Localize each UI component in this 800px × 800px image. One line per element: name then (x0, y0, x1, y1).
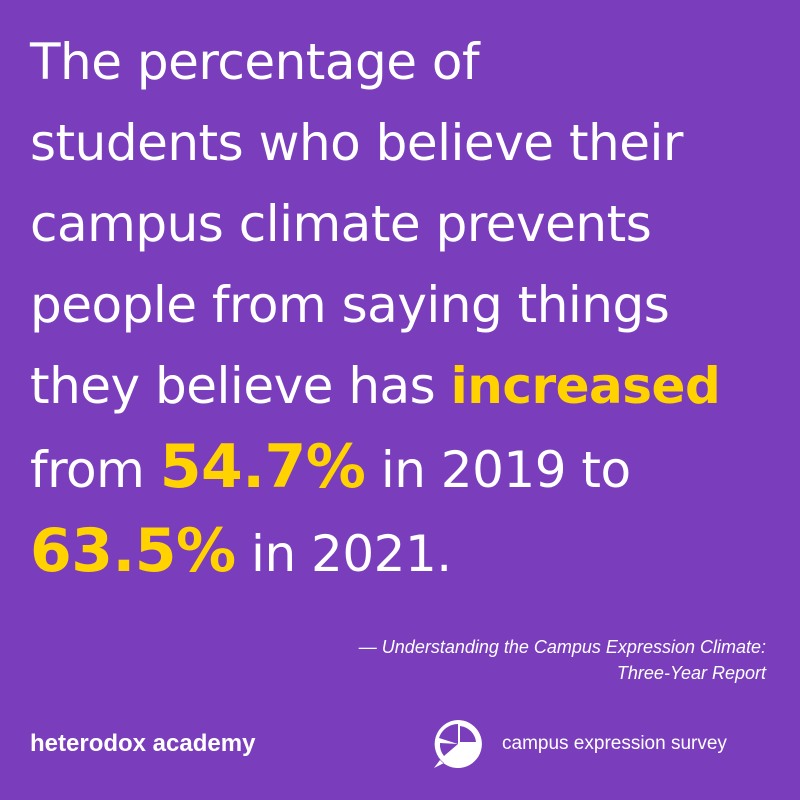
statement-line: students who believe their (30, 103, 790, 184)
statement: The percentage of students who believe th… (30, 22, 790, 595)
statement-line: The percentage of (30, 22, 790, 103)
survey-icon (434, 720, 482, 768)
statement-line: they believe has increased (30, 346, 790, 427)
highlight-text: increased (450, 357, 721, 415)
statement-line: 63.5% in 2021. (30, 511, 790, 595)
citation-line: — Understanding the Campus Expression Cl… (358, 637, 766, 657)
statement-line: from 54.7% in 2019 to (30, 427, 790, 511)
citation: — Understanding the Campus Expression Cl… (359, 634, 766, 686)
statement-line: people from saying things (30, 265, 790, 346)
statement-text: they believe has (30, 357, 451, 415)
citation-line: Three-Year Report (616, 663, 766, 683)
survey-logo: campus expression survey (502, 733, 727, 754)
highlight-text: 63.5% (30, 516, 236, 586)
statement-text: campus climate prevents (30, 195, 652, 253)
statement-text: The percentage of (30, 33, 480, 91)
statement-text: students who believe their (30, 114, 683, 172)
statement-text: from (30, 441, 160, 499)
highlight-text: 54.7% (159, 432, 366, 502)
statement-text: in 2021. (235, 525, 452, 583)
heterodox-logo: heterodox academy (30, 730, 256, 757)
statement-text: people from saying things (30, 276, 670, 334)
statement-line: campus climate prevents (30, 184, 790, 265)
statement-text: in 2019 to (365, 441, 631, 499)
